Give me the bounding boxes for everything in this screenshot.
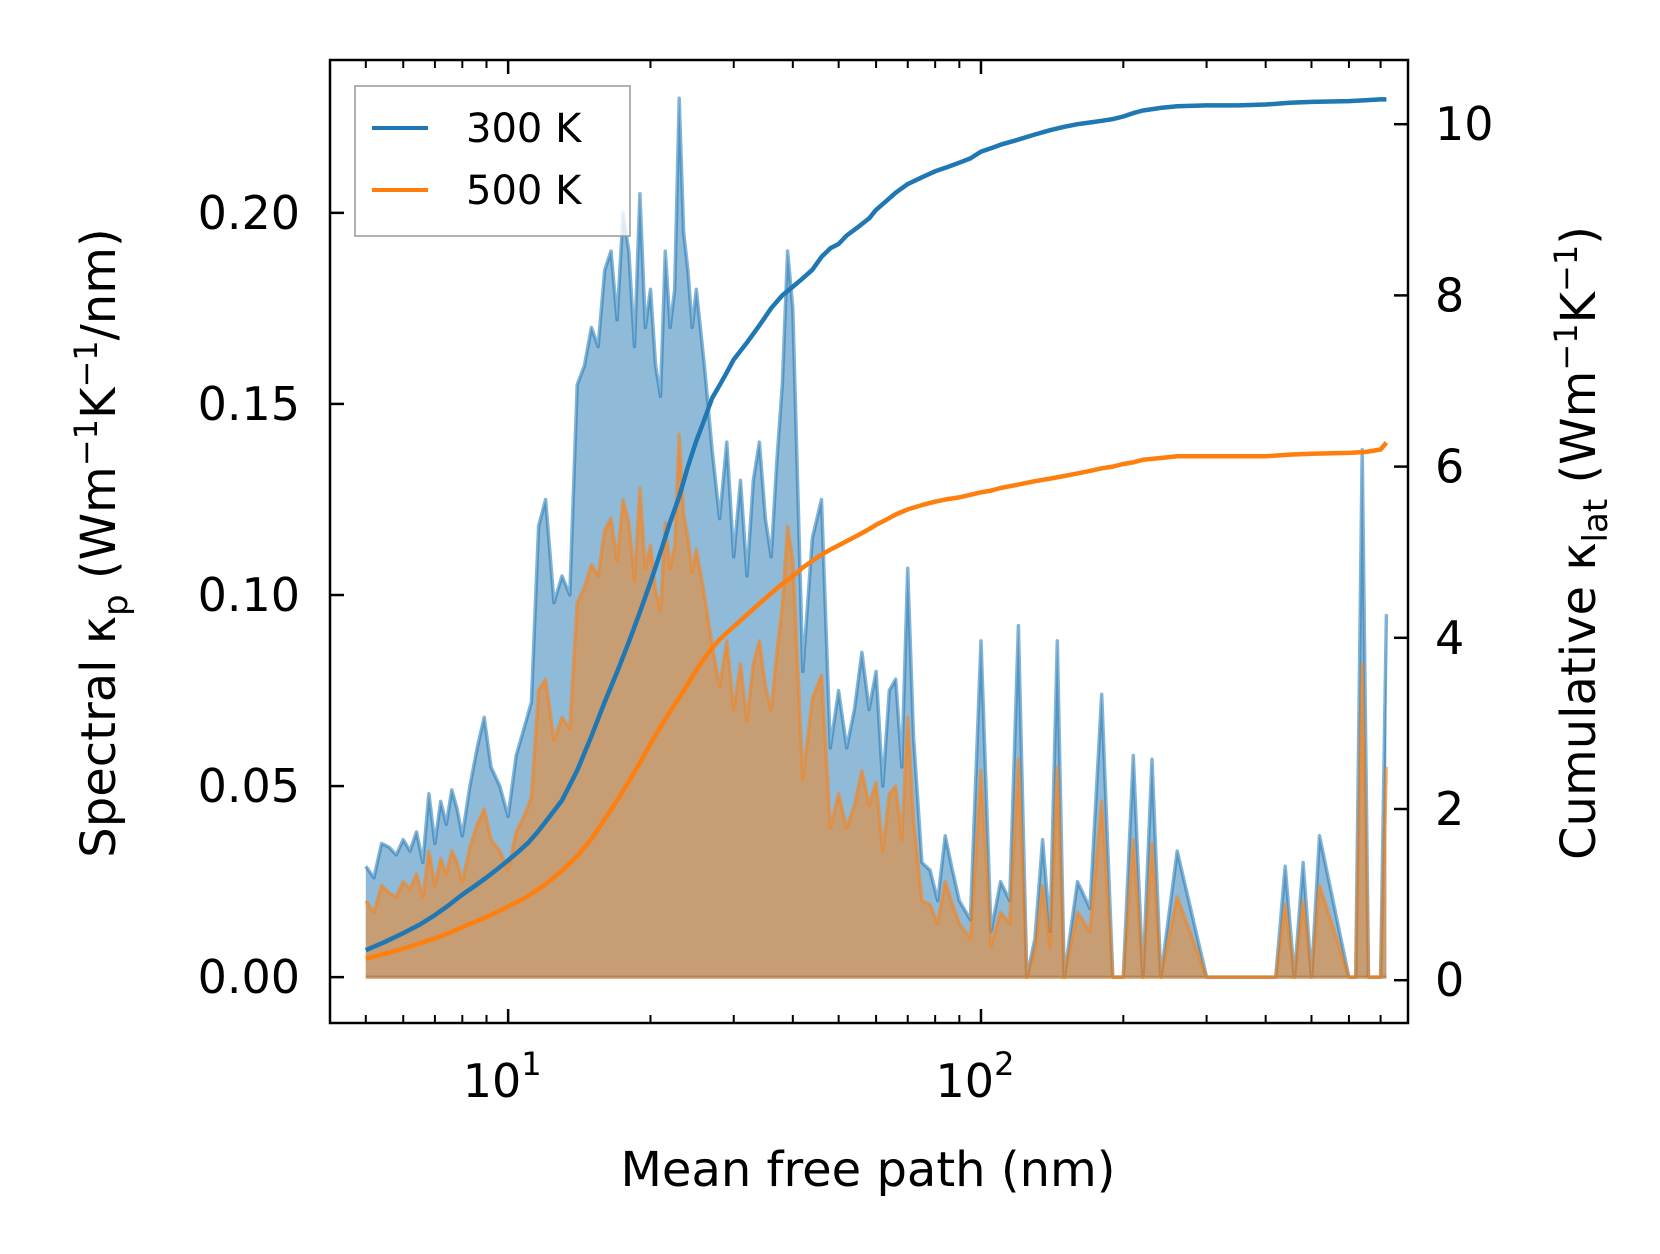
left-axis-title: Spectral κp (Wm−1K−1/nm) <box>67 228 136 857</box>
left-y-tick-label: 0.00 <box>198 950 300 1004</box>
spectral-fill-1 <box>365 434 1387 978</box>
cumulative-lines <box>364 97 1389 961</box>
right-y-tick-label: 6 <box>1435 440 1464 494</box>
plot-frame <box>328 58 1410 1025</box>
right-y-tick-label: 2 <box>1435 782 1464 836</box>
left-y-tick-label: 0.15 <box>198 377 300 431</box>
x-tick-label: 101 <box>463 1045 542 1108</box>
right-y-tick-label: 0 <box>1435 953 1464 1007</box>
left-y-tick-label: 0.05 <box>198 759 300 813</box>
cumulative-line-0 <box>364 97 1387 953</box>
right-axis-title: Cumulative κlat (Wm−1K−1) <box>1547 226 1616 860</box>
spectral-lines <box>364 96 1389 979</box>
left-y-tick-label: 0.10 <box>198 568 300 622</box>
legend-label-500k: 500 K <box>466 168 583 214</box>
x-axis-title: Mean free path (nm) <box>621 1142 1116 1198</box>
right-y-tick-label: 8 <box>1435 268 1464 322</box>
spectral-fills <box>365 98 1387 978</box>
left-y-tick-label: 0.20 <box>198 186 300 240</box>
legend: 300 K 500 K <box>354 85 631 237</box>
x-tick-label: 102 <box>936 1045 1015 1108</box>
axis-ticks: 101 102 0.00 0.05 0.10 0.15 0.20 0 2 4 6 8 10 <box>198 60 1494 1108</box>
legend-label-300k: 300 K <box>466 106 583 152</box>
cumulative-line-1 <box>365 441 1389 961</box>
right-y-tick-label: 4 <box>1435 611 1464 665</box>
legend-frame <box>354 85 631 237</box>
right-y-tick-label: 10 <box>1435 97 1494 151</box>
